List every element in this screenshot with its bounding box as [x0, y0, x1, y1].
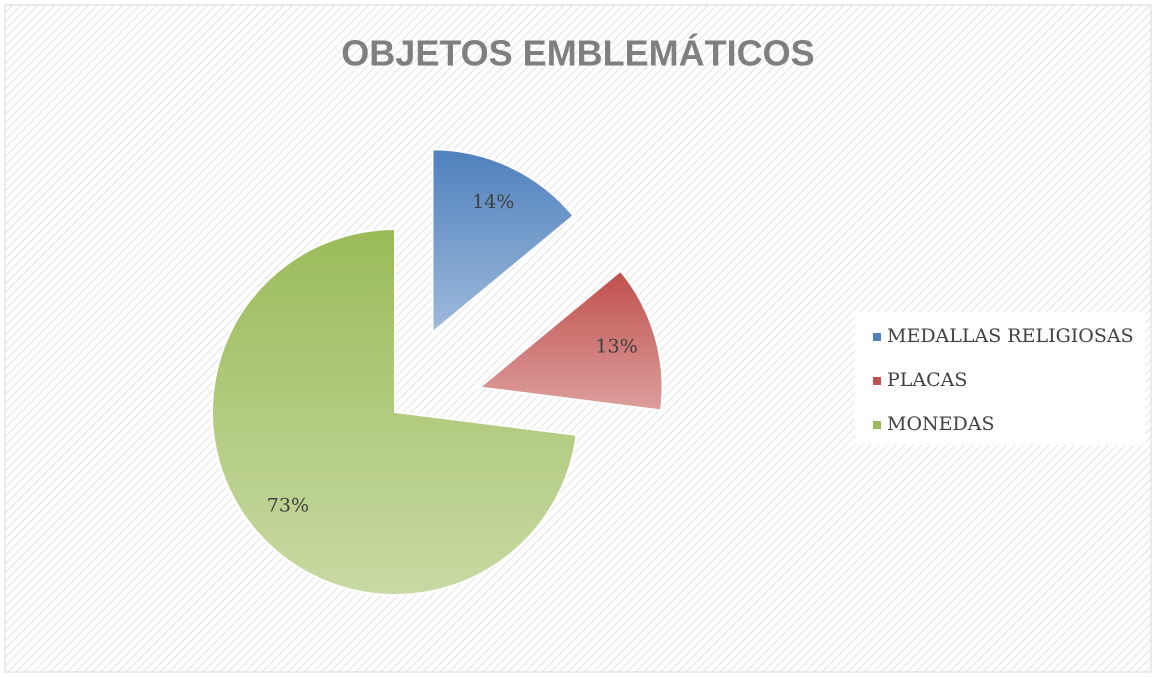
pie-slice — [477, 269, 664, 412]
data-label: 14% — [472, 191, 514, 213]
legend-label: MEDALLAS RELIGIOSAS — [887, 325, 1134, 347]
legend-label: PLACAS — [887, 369, 967, 391]
data-label: 13% — [595, 336, 637, 358]
legend-swatch — [873, 333, 881, 341]
legend-box — [855, 312, 1145, 445]
legend-swatch — [873, 377, 881, 385]
data-label: 73% — [267, 494, 309, 516]
legend-swatch — [873, 421, 881, 429]
chart-title: OBJETOS EMBLEMÁTICOS — [341, 33, 814, 74]
legend-label: MONEDAS — [887, 413, 995, 435]
pie-slice — [431, 148, 575, 335]
pie-slice — [211, 227, 578, 596]
